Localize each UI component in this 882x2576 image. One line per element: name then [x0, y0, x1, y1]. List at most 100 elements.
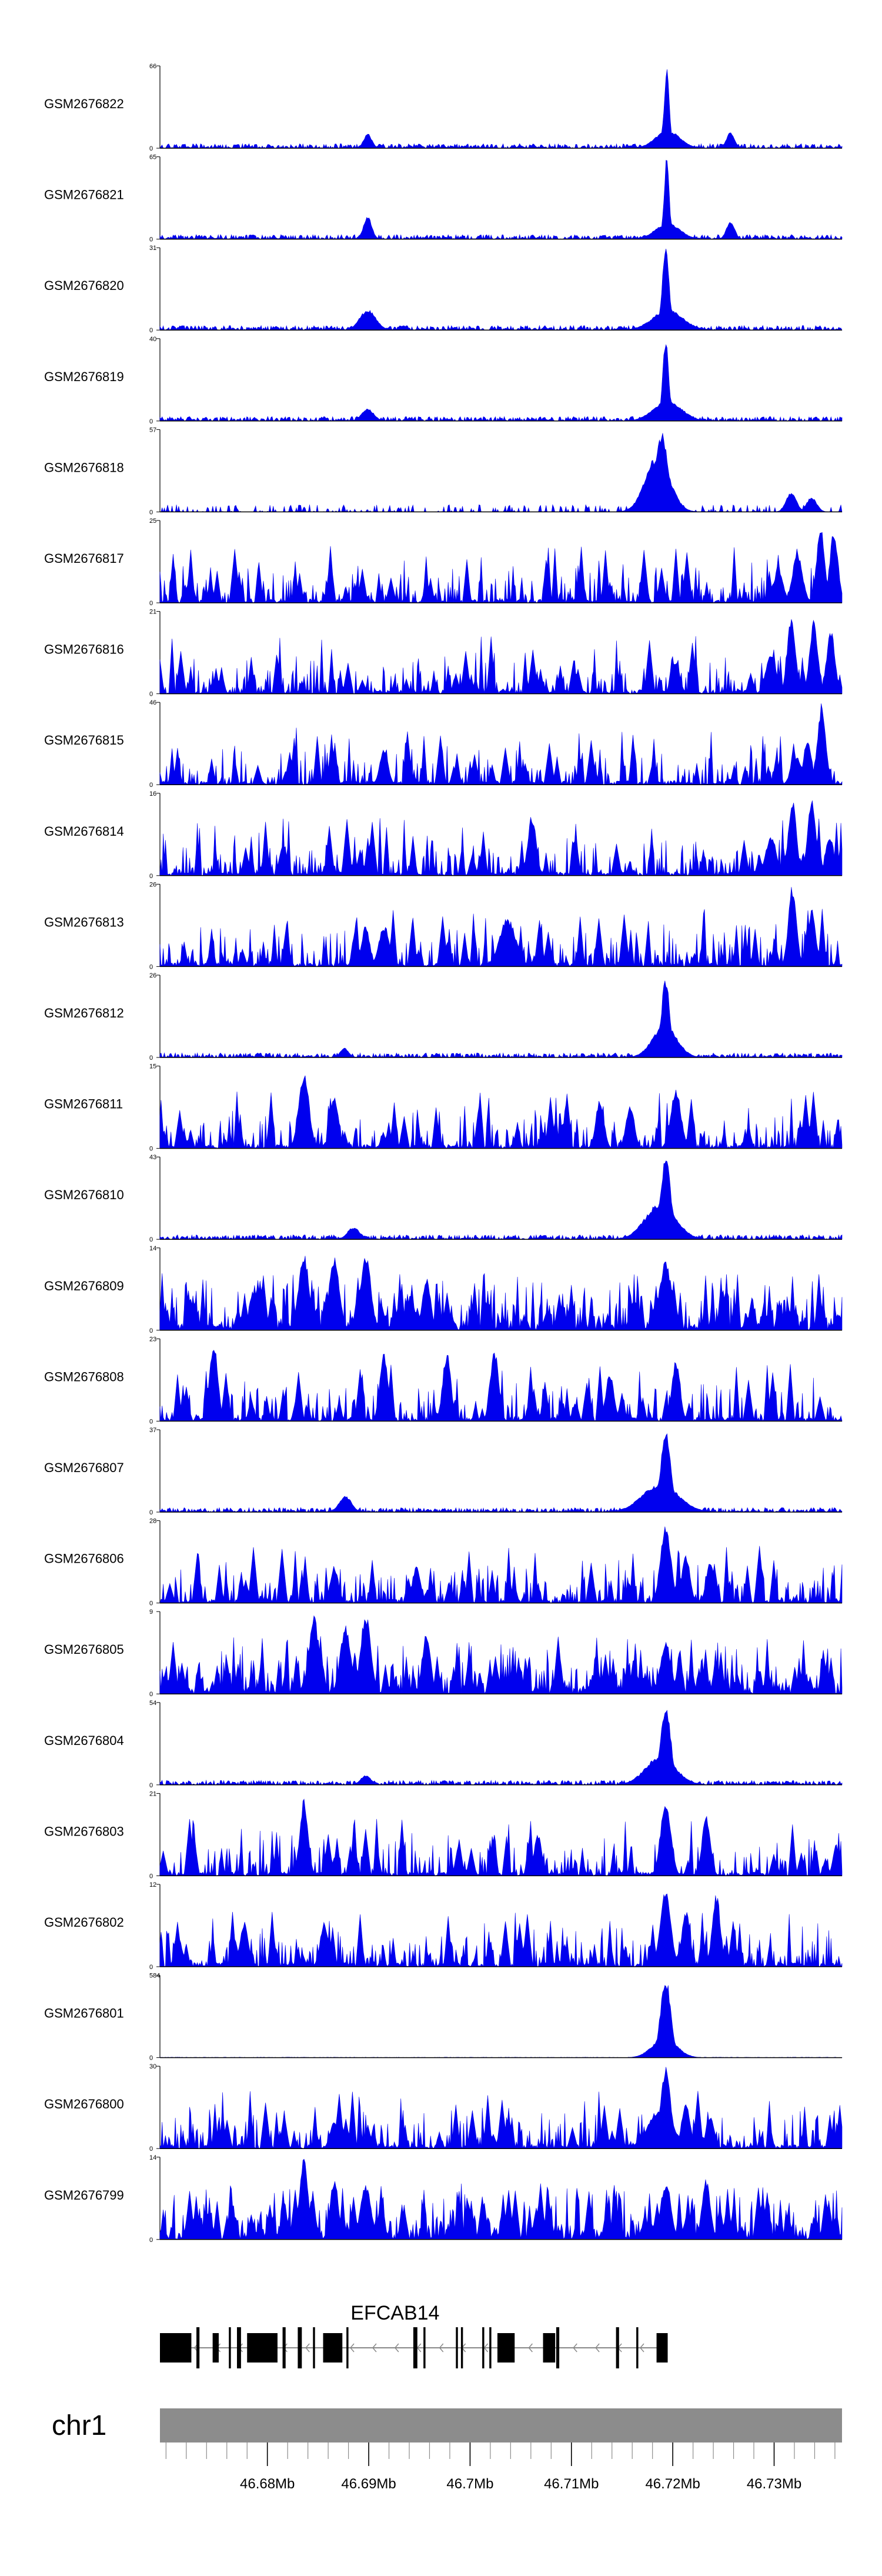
track-label: GSM2676799: [44, 2188, 124, 2203]
y-tick-label-min: 0: [149, 873, 153, 880]
y-tick-label-min: 0: [149, 418, 153, 425]
y-tick-label-min: 0: [149, 236, 153, 243]
x-axis: 46.68Mb 46.69Mb 46.7Mb 46.71Mb 46.72Mb 46.73M…: [165, 2442, 836, 2492]
y-tick-label-max: 28: [149, 1518, 156, 1525]
exon: [247, 2333, 278, 2363]
y-tick-label-max: 25: [149, 518, 156, 525]
chromosome-ideogram: chr1: [52, 2408, 842, 2442]
exon: [282, 2327, 286, 2368]
y-tick-label-min: 0: [149, 1964, 153, 1971]
y-tick-label-min: 0: [149, 1418, 153, 1425]
strand-arrow: [640, 2343, 644, 2353]
y-tick-label-min: 0: [149, 1327, 153, 1334]
track-GSM2676804: GSM2676804 54 0: [44, 1700, 843, 1789]
y-tick-label-min: 0: [149, 509, 153, 516]
y-tick-label-min: 0: [149, 1055, 153, 1062]
x-tick-label: 46.68Mb: [240, 2476, 295, 2492]
y-tick-label-min: 0: [149, 145, 153, 152]
exon: [298, 2327, 302, 2368]
strand-arrow: [372, 2343, 377, 2353]
track-label: GSM2676817: [44, 551, 124, 566]
y-tick-label-min: 0: [149, 2237, 153, 2244]
y-tick-label-min: 0: [149, 782, 153, 789]
exon: [313, 2327, 315, 2368]
track-label: GSM2676813: [44, 915, 124, 929]
track-GSM2676811: GSM2676811 15 0: [44, 1063, 843, 1153]
gene-exons: [160, 2327, 668, 2368]
y-tick-label-min: 0: [149, 600, 153, 607]
y-tick-label-max: 12: [149, 1881, 156, 1888]
chromosome-label: chr1: [52, 2410, 106, 2441]
y-tick-label-max: 14: [149, 2154, 156, 2161]
y-tick-label-max: 40: [149, 336, 156, 343]
y-tick-label-max: 37: [149, 1427, 156, 1434]
track-label: GSM2676820: [44, 278, 124, 293]
y-tick-label-max: 26: [149, 972, 156, 979]
exon: [229, 2327, 231, 2368]
coverage-area: [160, 433, 843, 513]
track-label: GSM2676809: [44, 1279, 124, 1293]
x-tick-label: 46.69Mb: [341, 2476, 396, 2492]
track-GSM2676802: GSM2676802 12 0: [44, 1881, 843, 1971]
exon: [497, 2333, 515, 2363]
track-label: GSM2676812: [44, 1006, 124, 1020]
y-tick-label-min: 0: [149, 1236, 153, 1243]
x-tick-label: 46.71Mb: [544, 2476, 599, 2492]
track-label: GSM2676818: [44, 460, 124, 475]
gene-model: EFCAB14: [160, 2302, 668, 2368]
coverage-area: [159, 1798, 843, 1877]
strand-arrow: [305, 2343, 310, 2353]
y-tick-label-max: 14: [149, 1245, 156, 1252]
track-GSM2676809: GSM2676809 14 0: [44, 1245, 843, 1334]
y-tick-label-min: 0: [149, 1873, 153, 1880]
track-label: GSM2676804: [44, 1733, 124, 1748]
coverage-area: [159, 2067, 843, 2149]
chromosome-bar: [160, 2408, 842, 2442]
y-tick-label-max: 54: [149, 1700, 156, 1707]
coverage-area: [159, 2158, 843, 2240]
y-tick-label-max: 30: [149, 2063, 156, 2070]
coverage-area: [159, 1433, 843, 1513]
track-GSM2676805: GSM2676805 9 0: [44, 1609, 843, 1698]
coverage-area: [159, 703, 843, 785]
coverage-area: [159, 980, 843, 1059]
strand-arrow: [528, 2343, 533, 2353]
x-tick-label: 46.73Mb: [747, 2476, 801, 2492]
y-tick-label-max: 15: [149, 1063, 156, 1070]
track-label: GSM2676808: [44, 1369, 124, 1384]
coverage-area: [159, 1256, 843, 1331]
strand-arrow: [595, 2343, 600, 2353]
exon: [482, 2327, 485, 2368]
y-tick-label-max: 21: [149, 609, 156, 616]
y-tick-label-max: 57: [149, 426, 156, 433]
track-label: GSM2676810: [44, 1187, 124, 1202]
track-GSM2676808: GSM2676808 23 0: [44, 1336, 843, 1425]
track-label: GSM2676814: [44, 824, 124, 839]
strand-arrow: [350, 2343, 355, 2353]
exon: [212, 2333, 219, 2363]
coverage-area: [159, 1893, 843, 1967]
exon: [423, 2327, 426, 2368]
coverage-area: [159, 69, 843, 149]
track-label: GSM2676819: [44, 369, 124, 384]
y-tick-label-max: 584: [149, 1973, 160, 1980]
y-tick-label-max: 46: [149, 699, 156, 706]
coverage-area: [159, 160, 843, 240]
y-tick-label-max: 9: [149, 1609, 153, 1616]
y-tick-label-max: 23: [149, 1336, 156, 1343]
y-tick-label-max: 66: [149, 63, 156, 70]
y-tick-label-min: 0: [149, 963, 153, 970]
track-GSM2676820: GSM2676820 31 0: [44, 245, 843, 334]
exon: [456, 2327, 458, 2368]
exon: [636, 2327, 639, 2368]
coverage-area: [159, 344, 843, 422]
exon: [489, 2327, 492, 2368]
exon: [413, 2327, 417, 2368]
exon: [543, 2333, 556, 2363]
strand-arrow: [394, 2343, 399, 2353]
track-GSM2676800: GSM2676800 30 0: [44, 2063, 843, 2153]
track-GSM2676810: GSM2676810 43 0: [44, 1154, 843, 1243]
exon: [616, 2327, 619, 2368]
y-tick-label-max: 26: [149, 881, 156, 888]
track-GSM2676814: GSM2676814 16 0: [44, 790, 843, 880]
